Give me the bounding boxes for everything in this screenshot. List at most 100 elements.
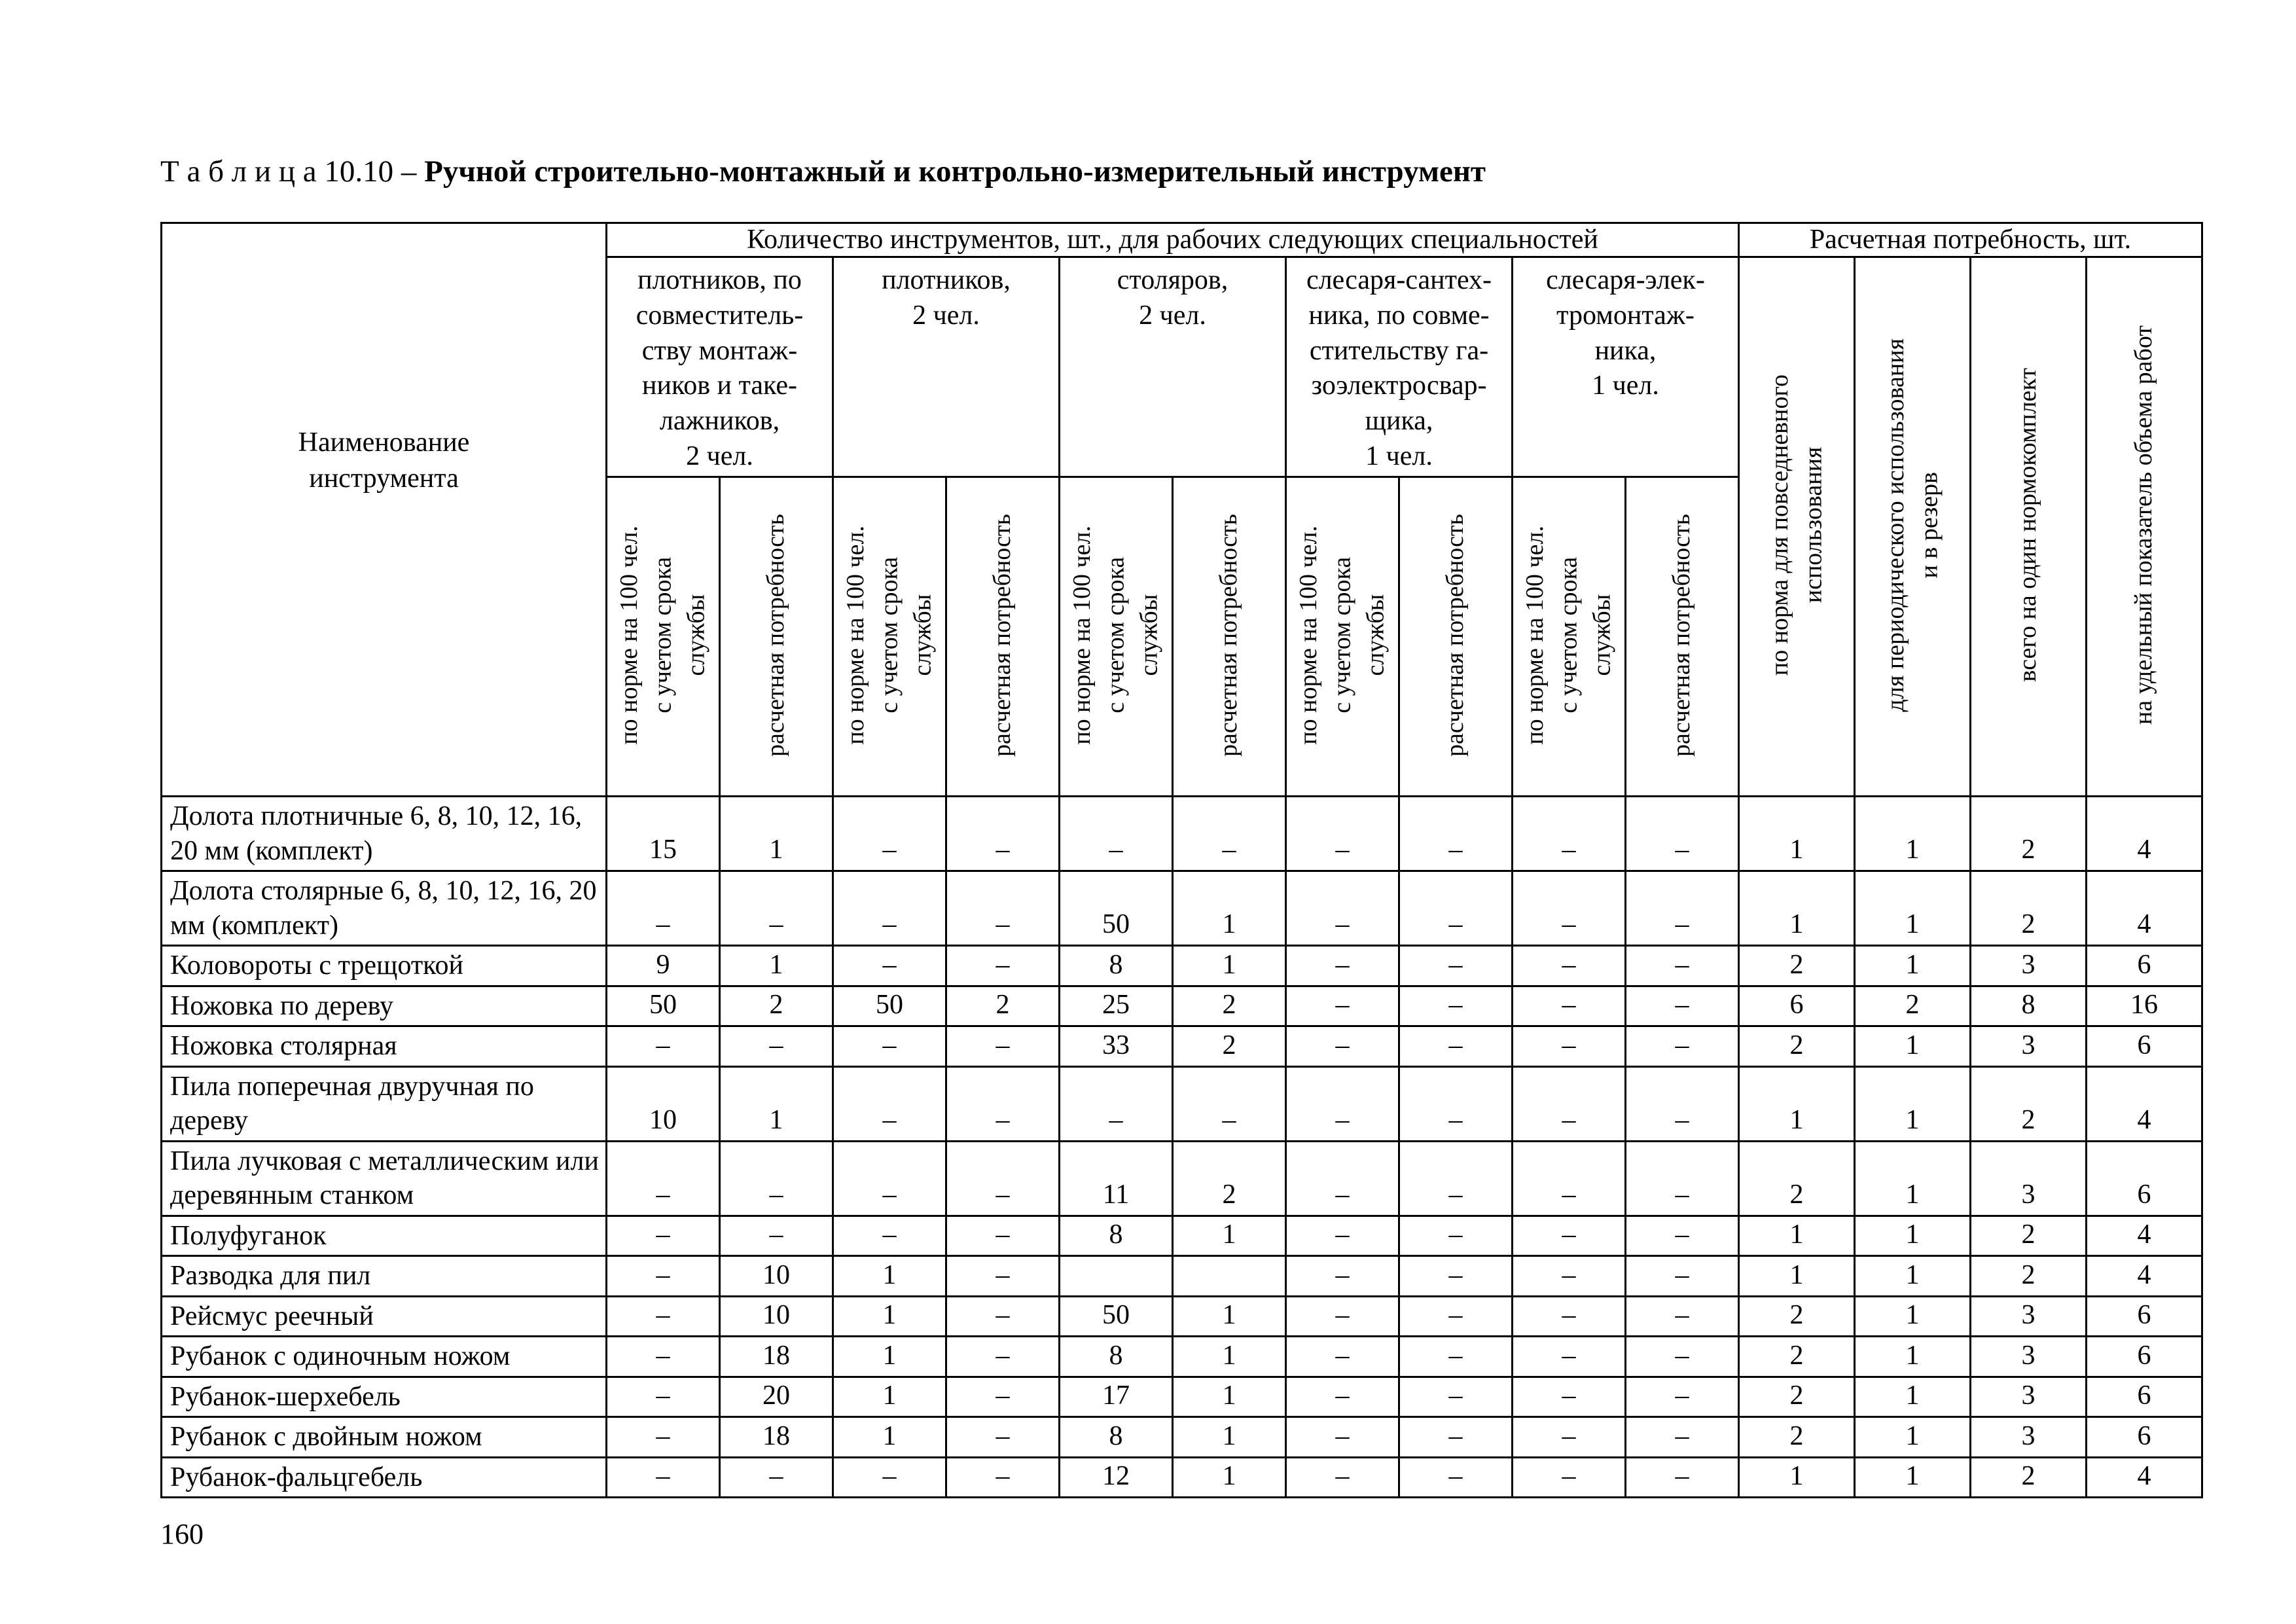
- value-cell: –: [1172, 1065, 1287, 1142]
- need-col-header-daily: по норма для повседневного использования: [1738, 256, 1856, 797]
- table-title-text: Ручной строительно-монтажный и контрольн…: [424, 154, 1486, 189]
- specialty-header-electrician: слесаря-элек- тромонтаж- ника, 1 чел.: [1511, 256, 1740, 478]
- value-cell: –: [605, 870, 721, 947]
- value-cell: 2: [1854, 984, 1971, 1027]
- table-row: Ножовка по дереву 50 2 50 2 25 2– – – –6 2 8 16: [160, 984, 2203, 1027]
- value-cell: 1: [719, 1065, 834, 1142]
- value-cell: –: [1285, 1416, 1400, 1458]
- value-cell: –: [1398, 1255, 1513, 1297]
- tool-name-cell: Долота плотничные 6, 8, 10, 12, 16, 20 м…: [160, 795, 607, 872]
- value-cell: 1: [1854, 1416, 1971, 1458]
- value-cell: 1: [1854, 1065, 1971, 1142]
- value-cell: 1: [1172, 1335, 1287, 1378]
- value-cell: 2: [1969, 870, 2087, 947]
- value-cell: –: [1511, 945, 1626, 987]
- table-row: Пила поперечная двуручная по дереву 10 1– –…: [160, 1065, 2203, 1142]
- header-row-subcolumns: по норме на 100 чел. с учетом срока служ…: [162, 476, 2202, 797]
- value-cell: –: [1398, 1065, 1513, 1142]
- table-row: Рубанок-фальцгебель – – – –12 1– – – –1 1 2 4: [160, 1456, 2203, 1498]
- need-col-specific-label: на удельный показатель объема работ: [2130, 325, 2158, 725]
- value-cell: 1: [1172, 870, 1287, 947]
- subcol-norm-header-5: по норме на 100 чел. с учетом срока служ…: [1511, 476, 1626, 797]
- value-cell: –: [1285, 1025, 1400, 1068]
- value-cell: –: [1624, 795, 1740, 872]
- value-cell: –: [1624, 945, 1740, 987]
- subcol-calc-header-2: расчетная потребность: [945, 476, 1060, 797]
- table-row: Долота столярные 6, 8, 10, 12, 16, 20 мм…: [160, 870, 2203, 947]
- subcol-norm-label: по норме на 100 чел. с учетом срока служ…: [842, 525, 937, 745]
- table-row: Коловороты с трещоткой 9 1– –8 1– – – –2 1 3 6: [160, 945, 2203, 987]
- value-cell: –: [832, 795, 947, 872]
- value-cell: 1: [1738, 1456, 1856, 1498]
- value-cell: 4: [2085, 1065, 2203, 1142]
- value-cell: –: [1398, 1335, 1513, 1378]
- value-cell: –: [945, 1335, 1060, 1378]
- value-cell: 6: [2085, 1295, 2203, 1337]
- value-cell: –: [605, 1255, 721, 1297]
- value-cell: 8: [1058, 1335, 1174, 1378]
- tool-name-cell: Рубанок с двойным ножом: [160, 1416, 607, 1458]
- value-cell: 3: [1969, 1375, 2087, 1418]
- value-cell: 1: [832, 1255, 947, 1297]
- tool-name-cell: Долота столярные 6, 8, 10, 12, 16, 20 мм…: [160, 870, 607, 947]
- specialty-header-carpenters: плотников, 2 чел.: [832, 256, 1060, 478]
- value-cell: –: [1285, 984, 1400, 1027]
- tool-name-cell: Разводка для пил: [160, 1255, 607, 1297]
- subcol-calc-label: расчетная потребность: [1441, 513, 1469, 757]
- value-cell: 2: [1738, 1025, 1856, 1068]
- value-cell: –: [1624, 870, 1740, 947]
- value-cell: –: [1624, 1255, 1740, 1297]
- value-cell: 1: [1854, 1375, 1971, 1418]
- tool-name-cell: Ножовка столярная: [160, 1025, 607, 1068]
- value-cell: 2: [1172, 984, 1287, 1027]
- subcol-calc-header-4: расчетная потребность: [1398, 476, 1513, 797]
- value-cell: 50: [832, 984, 947, 1027]
- table-row: Пила лучковая с металлическим или деревя…: [160, 1140, 2203, 1217]
- value-cell: 1: [1172, 1416, 1287, 1458]
- table-row: Разводка для пил –10 1– – – – –1 1 2 4: [160, 1255, 2203, 1297]
- value-cell: –: [1511, 984, 1626, 1027]
- value-cell: 3: [1969, 1335, 2087, 1378]
- table-row: Рубанок с одиночным ножом –18 1–8 1– – – –2 1 3 6: [160, 1335, 2203, 1378]
- value-cell: 1: [1738, 1214, 1856, 1257]
- table-row: Рубанок с двойным ножом –18 1–8 1– – – –2 1 3 6: [160, 1416, 2203, 1458]
- header-row-specialties: плотников, по совместитель- ству монтаж-…: [162, 256, 2203, 797]
- value-cell: –: [945, 945, 1060, 987]
- value-cell: –: [1624, 1140, 1740, 1217]
- value-cell: 4: [2085, 1255, 2203, 1297]
- value-cell: –: [832, 1025, 947, 1068]
- value-cell: 1: [832, 1335, 947, 1378]
- value-cell: –: [945, 1214, 1060, 1257]
- value-cell: 1: [1854, 1295, 1971, 1337]
- value-cell: 3: [1969, 1025, 2087, 1068]
- subcol-calc-label: расчетная потребность: [1668, 513, 1696, 757]
- tool-name-cell: Ножовка по дереву: [160, 984, 607, 1027]
- value-cell: 33: [1058, 1025, 1174, 1068]
- value-cell: –: [945, 1416, 1060, 1458]
- need-col-header-specific: на удельный показатель объема работ: [2085, 256, 2203, 797]
- value-cell: –: [945, 1375, 1060, 1418]
- tools-table: Наименование инструмента Количество инст…: [160, 222, 2203, 1498]
- value-cell: –: [945, 1456, 1060, 1498]
- value-cell: –: [945, 1065, 1060, 1142]
- value-cell: 17: [1058, 1375, 1174, 1418]
- subcol-calc-header-1: расчетная потребность: [719, 476, 834, 797]
- value-cell: 1: [1172, 1375, 1287, 1418]
- value-cell: 8: [1058, 1416, 1174, 1458]
- specialty-header-joiners: столяров, 2 чел.: [1058, 256, 1287, 478]
- value-cell: 3: [1969, 1416, 2087, 1458]
- value-cell: –: [1398, 1456, 1513, 1498]
- value-cell: –: [1511, 1295, 1626, 1337]
- subcol-norm-header-4: по норме на 100 чел. с учетом срока служ…: [1285, 476, 1400, 797]
- value-cell: 2: [719, 984, 834, 1027]
- value-cell: 11: [1058, 1140, 1174, 1217]
- page-title: Т а б л и ц а 10.10 – Ручной строительно…: [160, 154, 2203, 189]
- need-col-total-label: всего на один нормокомплект: [2014, 368, 2042, 682]
- value-cell: 1: [1738, 1255, 1856, 1297]
- value-cell: 18: [719, 1416, 834, 1458]
- value-cell: 1: [1172, 1295, 1287, 1337]
- value-cell: 9: [605, 945, 721, 987]
- value-cell: –: [1511, 1025, 1626, 1068]
- subcol-norm-label: по норме на 100 чел. с учетом срока служ…: [1521, 525, 1616, 745]
- tool-name-cell: Рубанок с одиночным ножом: [160, 1335, 607, 1378]
